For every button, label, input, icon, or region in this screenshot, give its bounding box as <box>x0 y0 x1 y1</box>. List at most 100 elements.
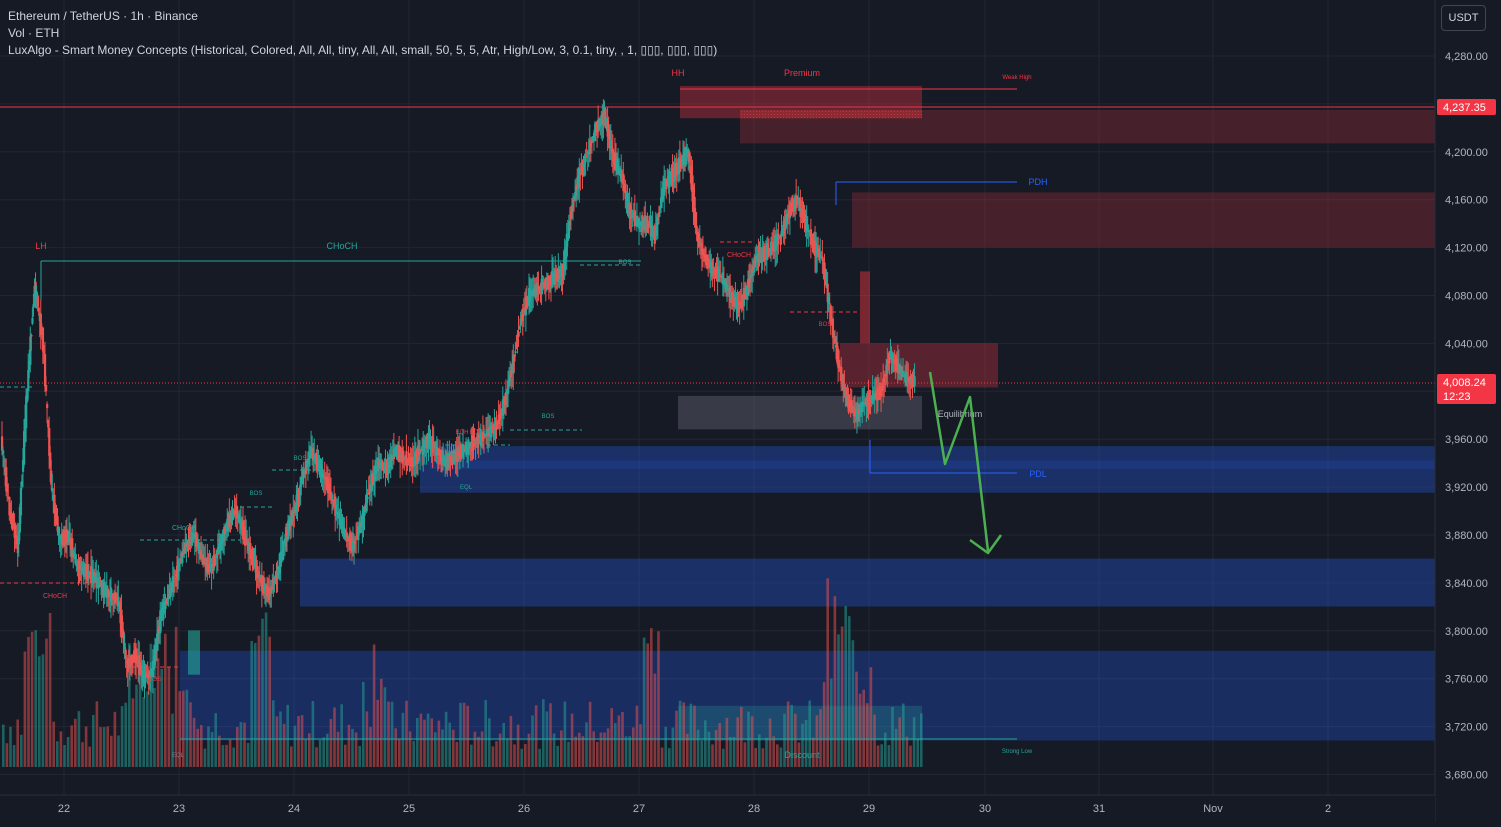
indicator-legend[interactable]: LuxAlgo - Smart Money Concepts (Historic… <box>8 43 718 57</box>
volume-bar <box>866 703 869 767</box>
volume-bar <box>344 744 347 767</box>
candle-body <box>675 162 678 176</box>
volume-bar <box>707 731 711 767</box>
candle-body <box>42 351 46 353</box>
candle-body <box>19 488 23 516</box>
candle-body <box>829 305 832 326</box>
volume-bar <box>646 643 649 767</box>
price-tick: 3,960.00 <box>1445 434 1488 446</box>
candle-body <box>56 516 59 532</box>
volume-bar <box>693 705 696 767</box>
price-tick: 4,160.00 <box>1445 195 1488 207</box>
zone-equilibrium <box>678 395 922 430</box>
candle-body <box>588 140 591 155</box>
volume-bar <box>750 716 754 767</box>
label-strong-low: Strong Low <box>1002 749 1033 755</box>
label-hh: HH <box>672 68 685 78</box>
candle-body <box>164 600 167 609</box>
candle-body <box>32 304 35 308</box>
volume-bar <box>351 728 354 767</box>
candle-body <box>688 151 691 163</box>
volume-bar <box>268 636 271 767</box>
volume-bar <box>228 739 232 767</box>
candle-body <box>302 470 305 477</box>
candle-body <box>98 582 101 588</box>
candle-body <box>316 456 319 471</box>
volume-bar <box>642 637 646 767</box>
volume-bar <box>534 705 538 767</box>
candle-body <box>45 384 48 392</box>
candle-body <box>191 533 194 541</box>
candle-body <box>117 596 120 604</box>
volume-bar <box>704 720 707 767</box>
volume-bar <box>578 732 581 767</box>
volume-bar <box>304 738 307 767</box>
candle-body <box>51 488 54 493</box>
candle-body <box>806 227 809 229</box>
price-tick: 3,680.00 <box>1445 770 1488 782</box>
candle-body <box>292 509 295 521</box>
candle-body <box>437 450 441 456</box>
candle-body <box>584 156 587 163</box>
volume-bar <box>678 700 682 767</box>
volume-bar <box>264 612 268 767</box>
volume-bar <box>236 727 239 767</box>
candle-body <box>594 123 597 142</box>
volume-bar <box>113 711 117 767</box>
candle-body <box>509 375 512 382</box>
candle-body <box>573 200 576 202</box>
candle-body <box>514 351 517 354</box>
candle-body <box>145 676 148 678</box>
volume-bar <box>257 635 261 767</box>
candle-body <box>570 205 574 213</box>
candle-body <box>563 249 566 272</box>
volume-bar <box>185 689 189 767</box>
volume-bar <box>606 728 610 767</box>
candle-body <box>122 631 125 644</box>
time-axis: 22 23 24 25 26 27 28 29 30 31 Nov 2 <box>0 794 1435 822</box>
candle-body <box>606 121 609 137</box>
volume-bar <box>768 718 772 767</box>
currency-button[interactable]: USDT <box>1441 5 1486 31</box>
candle-body <box>903 373 906 378</box>
volume-legend[interactable]: Vol · ETH <box>8 26 60 40</box>
symbol-title[interactable]: Ethereum / TetherUS · 1h · Binance <box>8 9 198 23</box>
price-tick: 4,280.00 <box>1445 51 1488 63</box>
candle-body <box>484 434 487 436</box>
volume-bar <box>470 744 473 767</box>
candle-body <box>625 194 628 198</box>
volume-bar <box>77 711 81 767</box>
candle-body <box>861 401 864 413</box>
candle-body <box>16 535 19 554</box>
volume-bar <box>570 713 574 767</box>
candle-body <box>188 537 191 546</box>
candle-body <box>46 403 49 409</box>
volume-bar <box>131 698 135 767</box>
candle-body <box>655 217 659 236</box>
price-tick: 3,720.00 <box>1445 722 1488 734</box>
candle-body <box>660 197 663 208</box>
last-price-marker <box>1437 374 1496 404</box>
volume-bar <box>84 726 88 767</box>
candle-body <box>273 579 276 583</box>
candle-body <box>631 212 634 219</box>
candle-body <box>844 388 847 396</box>
candle-body <box>329 493 333 496</box>
time-tick: 25 <box>403 803 415 815</box>
volume-bar <box>398 738 401 767</box>
volume-bar <box>362 681 365 767</box>
candle-body <box>802 212 805 220</box>
candle-body <box>195 537 199 548</box>
candle-body <box>586 151 589 155</box>
candle-body <box>255 559 258 579</box>
time-tick: 26 <box>518 803 530 815</box>
volume-bar <box>282 723 286 767</box>
candle-body <box>301 470 304 485</box>
volume-bar <box>246 742 250 767</box>
volume-bar <box>556 745 559 767</box>
candle-body <box>179 562 182 564</box>
candle-body <box>510 370 513 377</box>
candle-body <box>647 224 650 228</box>
